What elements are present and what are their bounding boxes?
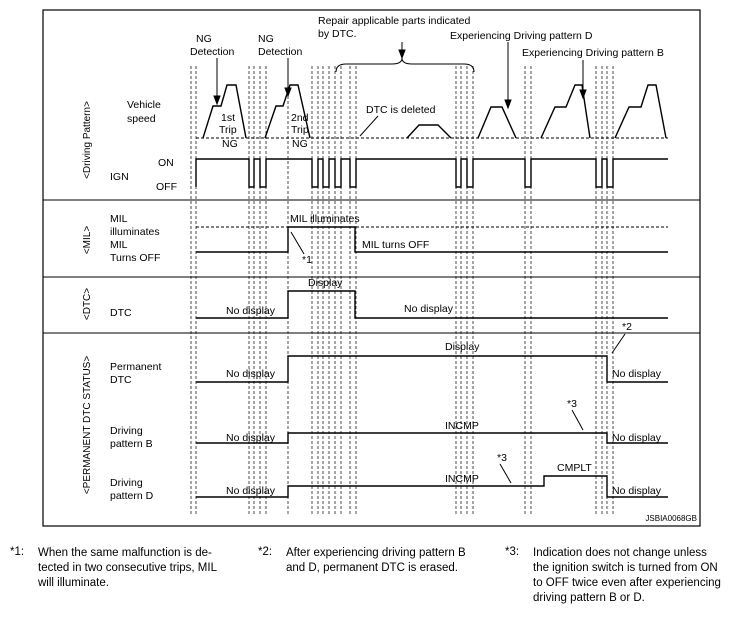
pattern-b-note: Experiencing Driving pattern B [522,47,664,59]
row-label-mil-illuminates-1: MIL [110,213,128,225]
footnote-2-line-2: and D, permanent DTC is erased. [286,562,458,574]
pattern-d-incmp: INCMP [445,473,479,485]
ign-on-label: ON [158,157,174,169]
star1-label: *1 [302,254,312,266]
ng-detection-2-line2: Detection [258,46,303,58]
perm-display-label: Display [445,341,480,353]
pattern-b-incmp: INCMP [445,420,479,432]
mil-trace [196,226,668,253]
perm-no-display-2: No display [612,368,662,380]
star2-label: *2 [622,321,632,333]
pattern-b-no-display-1: No display [226,432,276,444]
pattern-d-note: Experiencing Driving pattern D [450,30,593,42]
figure-code: JSBIA0068GB [645,514,697,523]
footnote-2-mark: *2: [258,546,273,558]
pattern-d-no-display-2: No display [612,485,662,497]
trip1-line1: 1st [221,112,235,124]
footnote-1-line-2: tected in two consecutive trips, MIL [38,562,217,574]
star3b-pointer [499,463,512,484]
star3a-label: *3 [567,398,577,410]
footnote-1: When the same malfunction is de- tected … [38,546,217,591]
dtc-deleted-label: DTC is deleted [366,104,436,116]
ign-trace [195,158,668,188]
permanent-dtc-trace [196,355,668,383]
row-label-pattern-d-2: pattern D [110,490,154,502]
section-label-dtc: <DTC> [82,288,93,320]
row-label-dtc: DTC [110,307,132,319]
perm-no-display-1: No display [226,368,276,380]
mil-illuminates-label: MIL illuminates [290,213,360,225]
row-label-ign: IGN [110,171,129,183]
dtc-no-display-2: No display [404,303,454,315]
row-label-pattern-b-2: pattern B [110,438,153,450]
dtc-trace [196,290,668,319]
star1-pointer [290,231,305,255]
ng-detection-1-line2: Detection [190,46,235,58]
time-guides [190,66,614,514]
footnote-2: After experiencing driving pattern B and… [286,546,466,576]
diagram-frame [42,9,701,527]
section-label-mil: <MIL> [82,226,93,255]
pattern-d-trace [196,475,668,498]
repair-brace [335,57,475,73]
row-label-permanent-dtc-2: DTC [110,374,132,386]
star3a-pointer [571,409,584,431]
dtc-deleted-pointer [359,115,379,137]
section-label-driving-pattern: <Driving Pattern> [82,101,93,179]
ng-detection-2-line1: NG [258,33,274,45]
footnote-3-line-3: to OFF twice even after experiencing [533,577,721,589]
trip2-line2: Trip [291,124,309,136]
footnote-3-line-4: driving pattern B or D. [533,592,645,604]
vehicle-speed-trace [202,84,667,139]
row-label-mil-turns-off-2: Turns OFF [110,252,160,264]
footnote-3-mark: *3: [505,546,520,558]
ng-detection-1-line1: NG [196,33,212,45]
pattern-d-cmplt: CMPLT [557,462,592,474]
section-separators [43,199,700,334]
footnote-2-line-1: After experiencing driving pattern B [286,547,466,559]
footnote-3: Indication does not change unless the ig… [533,546,721,606]
row-label-mil-illuminates-2: illuminates [110,226,160,238]
dtc-display-label: Display [308,277,343,289]
row-label-pattern-b-1: Driving [110,425,143,437]
section-label-permanent: <PERMANENT DTC STATUS> [82,356,93,495]
mil-turns-off-label: MIL turns OFF [362,239,429,251]
ign-off-label: OFF [156,181,177,193]
row-label-vehicle-speed-1: Vehicle [127,99,161,111]
footnote-1-mark: *1: [10,546,25,558]
footnote-1-line-1: When the same malfunction is de- [38,547,212,559]
star2-pointer [611,333,626,354]
row-label-permanent-dtc-1: Permanent [110,361,161,373]
dtc-no-display-1: No display [226,305,276,317]
row-label-pattern-d-1: Driving [110,477,143,489]
trip2-line3: NG [292,138,308,150]
pattern-b-no-display-2: No display [612,432,662,444]
footnote-1-line-3: will illuminate. [38,577,109,589]
footnote-3-line-2: the ignition switch is turned from ON [533,562,718,574]
repair-note-line2: by DTC. [318,28,357,40]
footnote-3-line-1: Indication does not change unless [533,547,707,559]
row-label-mil-turns-off-1: MIL [110,239,128,251]
pattern-d-no-display-1: No display [226,485,276,497]
trip1-line3: NG [222,138,238,150]
row-label-vehicle-speed-2: speed [127,113,156,125]
repair-note-line1: Repair applicable parts indicated [318,15,471,27]
star3b-label: *3 [497,452,507,464]
trip1-line2: Trip [219,124,237,136]
pattern-b-trace [196,432,668,444]
trip2-line1: 2nd [291,112,309,124]
